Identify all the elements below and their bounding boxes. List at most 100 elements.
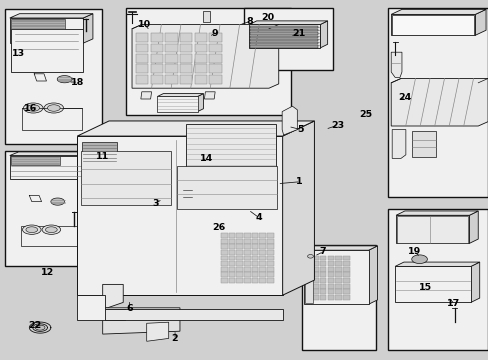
Polygon shape	[282, 106, 297, 135]
Bar	[343, 256, 349, 260]
Polygon shape	[395, 211, 477, 215]
Bar	[126, 8, 290, 115]
Polygon shape	[77, 121, 314, 136]
Bar	[180, 44, 192, 53]
Bar	[343, 261, 349, 266]
Bar	[136, 33, 148, 42]
Bar	[335, 261, 342, 266]
Bar	[266, 244, 273, 249]
Bar	[335, 267, 342, 272]
Bar	[250, 26, 317, 28]
Bar	[209, 44, 222, 53]
Polygon shape	[197, 94, 203, 112]
Text: 10: 10	[138, 20, 150, 29]
Bar	[244, 256, 250, 260]
Polygon shape	[141, 92, 151, 99]
Bar	[10, 18, 83, 43]
Text: 13: 13	[12, 49, 25, 58]
Bar	[81, 151, 171, 205]
Polygon shape	[157, 94, 203, 96]
Bar	[244, 239, 250, 244]
Bar	[250, 32, 317, 35]
Text: 1: 1	[295, 177, 302, 186]
Bar	[327, 256, 334, 260]
Bar	[387, 8, 487, 197]
Bar	[311, 256, 318, 260]
Bar	[228, 273, 235, 277]
Polygon shape	[83, 14, 93, 43]
Text: 23: 23	[330, 121, 343, 130]
Text: 6: 6	[126, 304, 133, 313]
Bar	[183, 190, 192, 197]
Bar	[228, 244, 235, 249]
Bar	[194, 44, 207, 53]
Bar	[343, 278, 349, 283]
Bar	[180, 54, 192, 63]
Bar	[185, 124, 276, 168]
Polygon shape	[390, 9, 485, 14]
Polygon shape	[390, 78, 487, 126]
Text: 19: 19	[407, 247, 421, 256]
Bar	[311, 273, 318, 277]
Bar	[82, 142, 117, 163]
Text: 24: 24	[397, 93, 411, 102]
Polygon shape	[132, 24, 278, 88]
Polygon shape	[470, 262, 479, 302]
Bar	[266, 267, 273, 272]
Bar	[394, 266, 470, 302]
Bar	[136, 64, 148, 73]
Bar	[390, 14, 474, 35]
Bar	[319, 267, 326, 272]
Bar	[396, 216, 468, 243]
Polygon shape	[102, 308, 180, 334]
Bar	[411, 131, 435, 157]
Bar	[335, 289, 342, 294]
Bar	[150, 75, 163, 84]
Polygon shape	[249, 21, 327, 24]
Text: 7: 7	[319, 247, 325, 256]
Bar	[221, 233, 227, 238]
Text: 3: 3	[152, 199, 159, 208]
Bar	[343, 289, 349, 294]
Ellipse shape	[27, 105, 40, 111]
Bar	[250, 36, 317, 38]
Bar	[150, 44, 163, 53]
Bar	[244, 233, 250, 238]
Bar	[180, 33, 192, 42]
Bar	[305, 251, 312, 303]
Polygon shape	[204, 92, 215, 99]
Bar	[157, 96, 197, 112]
Bar	[266, 233, 273, 238]
Bar	[136, 44, 148, 53]
Bar	[5, 151, 102, 266]
Bar	[266, 261, 273, 266]
Polygon shape	[474, 9, 485, 35]
Bar	[327, 289, 334, 294]
Bar	[236, 250, 243, 255]
Bar	[180, 64, 192, 73]
Bar	[236, 261, 243, 266]
Bar	[228, 233, 235, 238]
Bar	[249, 24, 320, 48]
Bar	[259, 256, 265, 260]
Bar	[259, 267, 265, 272]
Bar	[194, 54, 207, 63]
Bar	[319, 289, 326, 294]
Bar	[250, 39, 317, 41]
Bar	[244, 8, 332, 70]
Ellipse shape	[42, 225, 61, 234]
Bar	[302, 245, 375, 350]
Bar	[228, 256, 235, 260]
Bar	[165, 64, 178, 73]
Bar	[236, 273, 243, 277]
Polygon shape	[282, 121, 314, 295]
Bar	[165, 54, 178, 63]
Polygon shape	[57, 76, 72, 83]
Bar	[335, 256, 342, 260]
Text: 15: 15	[418, 284, 431, 292]
Polygon shape	[146, 322, 168, 341]
Bar	[311, 261, 318, 266]
Polygon shape	[390, 52, 401, 77]
Bar	[5, 9, 102, 144]
Bar	[251, 244, 258, 249]
